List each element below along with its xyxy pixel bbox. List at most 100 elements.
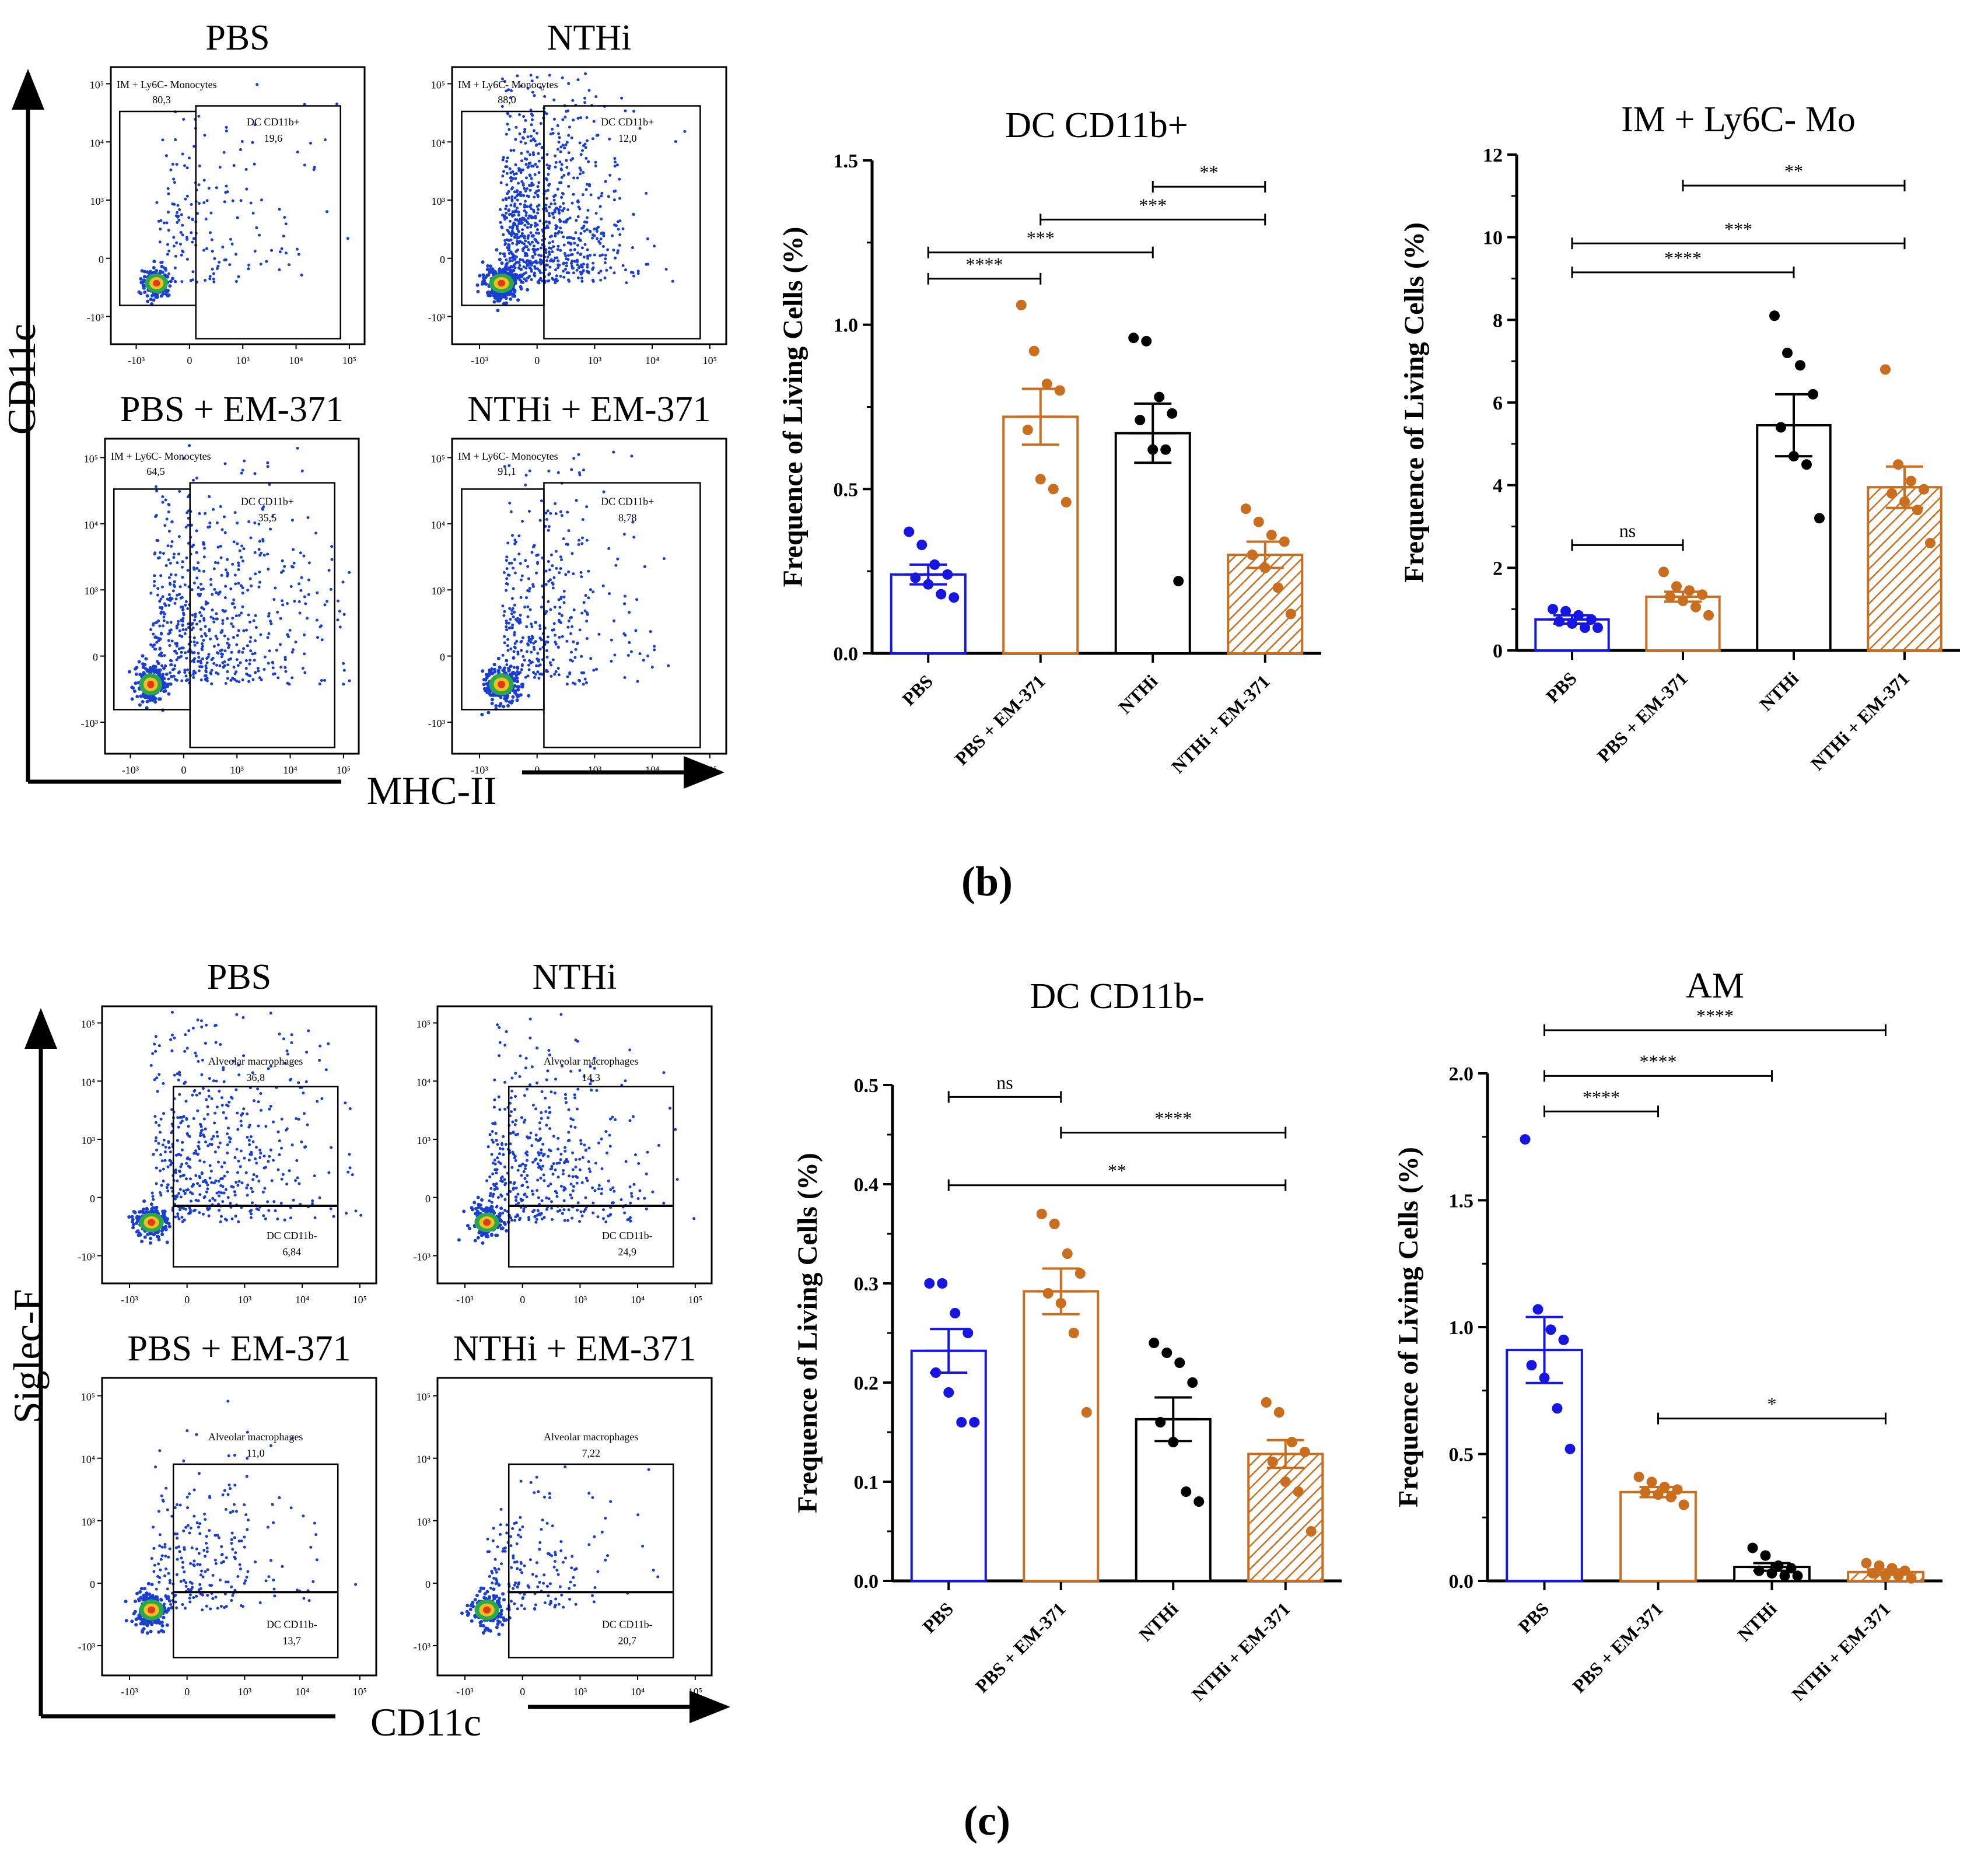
flow-event (642, 659, 645, 662)
flow-event (521, 258, 524, 262)
flow-event (174, 573, 177, 577)
flow-event (544, 268, 547, 271)
flow-event (579, 263, 583, 267)
flow-event (519, 1216, 522, 1220)
flow-event (205, 1190, 208, 1194)
flow-x-tick-label: 10⁵ (703, 355, 717, 366)
flow-event (168, 1579, 172, 1582)
flow-event (158, 624, 162, 628)
flow-event (223, 634, 226, 638)
flow-event (510, 187, 513, 191)
flow-event (195, 1521, 199, 1524)
flow-event (167, 677, 170, 681)
flow-event (230, 1185, 233, 1188)
flow-event (173, 667, 176, 671)
flow-event (184, 651, 187, 655)
flow-event (164, 682, 168, 685)
flow-event (532, 153, 536, 156)
flow-event (498, 1041, 502, 1044)
gate-value: 64,5 (146, 466, 165, 477)
flow-event (597, 1187, 600, 1191)
flow-event (569, 632, 572, 635)
flow-event (571, 659, 574, 663)
flow-event (174, 138, 177, 141)
flow-x-tick-label: 10³ (238, 1686, 252, 1698)
flow-event (327, 569, 331, 572)
flow-event (167, 192, 170, 195)
flow-event (323, 678, 326, 682)
flow-event (578, 1157, 582, 1161)
flow-event (223, 610, 226, 613)
flow-event (270, 1179, 274, 1182)
flow-event (223, 462, 227, 466)
flow-event (540, 1090, 544, 1093)
flow-event (581, 518, 584, 522)
flow-event (219, 1220, 222, 1223)
flow-event (560, 231, 564, 235)
flow-event (529, 641, 533, 644)
flow-event (242, 1016, 245, 1019)
flow-event (269, 620, 272, 623)
flow-event (575, 268, 579, 272)
flow-event (632, 1182, 636, 1186)
flow-event (169, 168, 173, 172)
flow-event (532, 642, 536, 645)
flow-event (267, 568, 270, 571)
flow-event (239, 661, 242, 664)
flow-event (202, 543, 206, 546)
flow-event (290, 1436, 294, 1440)
flow-event (159, 551, 162, 554)
flow-x-tick-label: 10³ (238, 1294, 252, 1306)
flow-event (170, 1010, 174, 1014)
flow-event (184, 1581, 188, 1584)
flow-event (186, 1524, 190, 1527)
flow-event (226, 670, 229, 673)
flow-event (249, 1135, 253, 1139)
flow-event (572, 176, 576, 180)
flow-event (514, 125, 518, 129)
flow-event (237, 568, 240, 571)
flow-event (567, 619, 570, 622)
flow-event (570, 468, 573, 471)
flow-event (519, 235, 523, 238)
flow-event (279, 666, 283, 669)
flow-y-tick-label: 10⁴ (416, 1076, 430, 1088)
flow-event (266, 1200, 270, 1203)
flow-event (258, 1601, 262, 1604)
flow-event (305, 1051, 309, 1054)
flow-event (526, 615, 530, 618)
flow-event (546, 226, 550, 229)
flow-y-tick-label: -10³ (428, 312, 446, 324)
flow-event (181, 646, 185, 650)
flow-event (579, 153, 583, 156)
flow-event (504, 296, 508, 300)
flow-event (523, 1177, 527, 1180)
flow-event (547, 525, 551, 529)
flow-event (208, 628, 211, 631)
flow-event (490, 1201, 494, 1204)
flow-event (149, 1202, 153, 1206)
flow-plot-title: PBS (207, 957, 271, 997)
flow-event (176, 1139, 179, 1142)
flow-event (529, 231, 533, 235)
flow-event (564, 1149, 567, 1153)
flow-event (203, 1512, 206, 1516)
flow-event (634, 629, 638, 632)
flow-event (245, 187, 249, 191)
flow-event (578, 1168, 582, 1171)
flow-event (192, 673, 195, 676)
flow-event (526, 674, 530, 678)
flow-event (213, 257, 216, 260)
flow-event (530, 1065, 534, 1069)
flow-event (232, 540, 236, 544)
flow-event (552, 1162, 555, 1166)
flow-event (225, 1605, 228, 1608)
flow-event (157, 1142, 160, 1145)
flow-event (176, 211, 179, 214)
flow-event (282, 235, 285, 238)
flow-event (578, 628, 582, 632)
flow-event (570, 650, 573, 654)
flow-event (515, 218, 519, 222)
flow-event (195, 641, 199, 645)
flow-event (576, 642, 579, 645)
